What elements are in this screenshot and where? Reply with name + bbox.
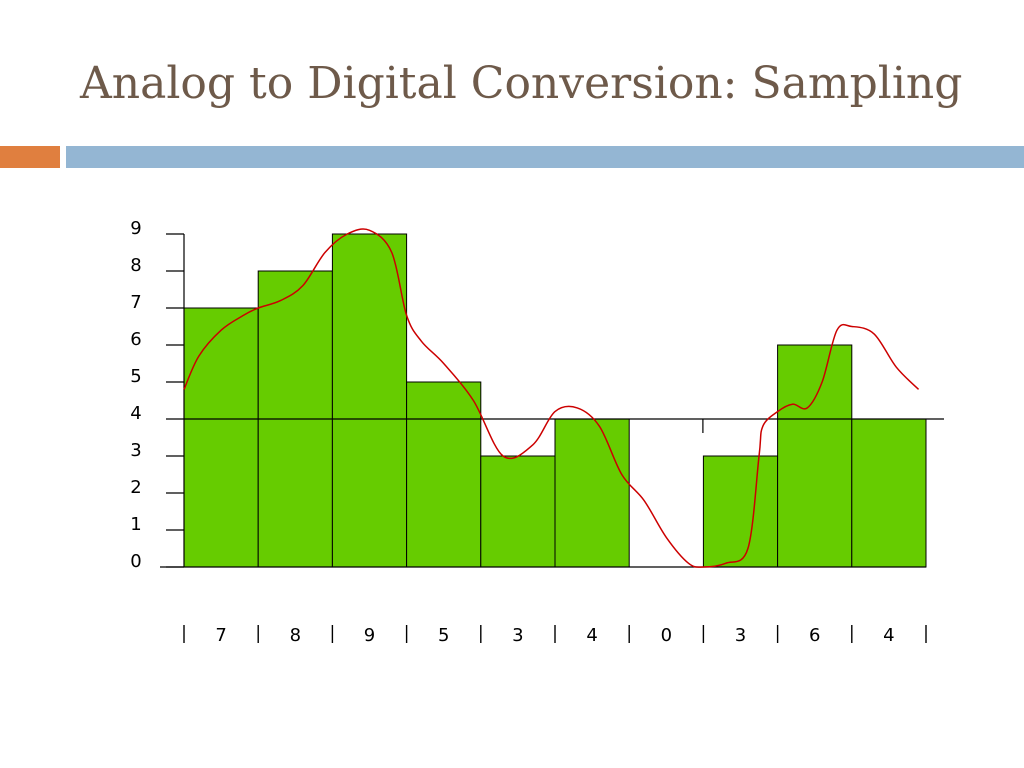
sample-label-8: 6 xyxy=(809,625,820,646)
y-tick-label-4: 4 xyxy=(130,403,141,424)
sample-label-3: 5 xyxy=(438,625,449,646)
accent-bar xyxy=(0,146,60,168)
bar-5 xyxy=(554,418,630,568)
sample-label-2: 9 xyxy=(364,625,375,646)
sample-label-6: 0 xyxy=(661,625,672,646)
bar-7 xyxy=(702,455,779,568)
y-tick-label-9: 9 xyxy=(130,218,141,239)
bar-8 xyxy=(777,344,853,568)
sample-label-9: 4 xyxy=(883,625,894,646)
sample-label-1: 8 xyxy=(290,625,301,646)
y-tick-label-0: 0 xyxy=(130,551,141,572)
sample-label-0: 7 xyxy=(215,625,226,646)
sample-label-7: 3 xyxy=(735,625,746,646)
y-tick-label-6: 6 xyxy=(130,329,141,350)
sample-label-5: 4 xyxy=(586,625,597,646)
y-tick-label-8: 8 xyxy=(130,255,141,276)
bar-3 xyxy=(406,381,482,568)
bar-0 xyxy=(183,307,259,568)
bar-9 xyxy=(851,418,927,568)
y-tick-label-7: 7 xyxy=(130,292,141,313)
y-tick-label-3: 3 xyxy=(130,440,141,461)
sample-label-4: 3 xyxy=(512,625,523,646)
slide-title: Analog to Digital Conversion: Sampling xyxy=(80,58,963,109)
y-tick-label-5: 5 xyxy=(130,366,141,387)
analog-signal-line xyxy=(183,228,920,568)
bar-4 xyxy=(480,455,556,568)
y-tick-label-1: 1 xyxy=(130,514,141,535)
bar-2 xyxy=(331,233,408,568)
y-tick-label-2: 2 xyxy=(130,477,141,498)
header-rule xyxy=(66,146,1024,168)
